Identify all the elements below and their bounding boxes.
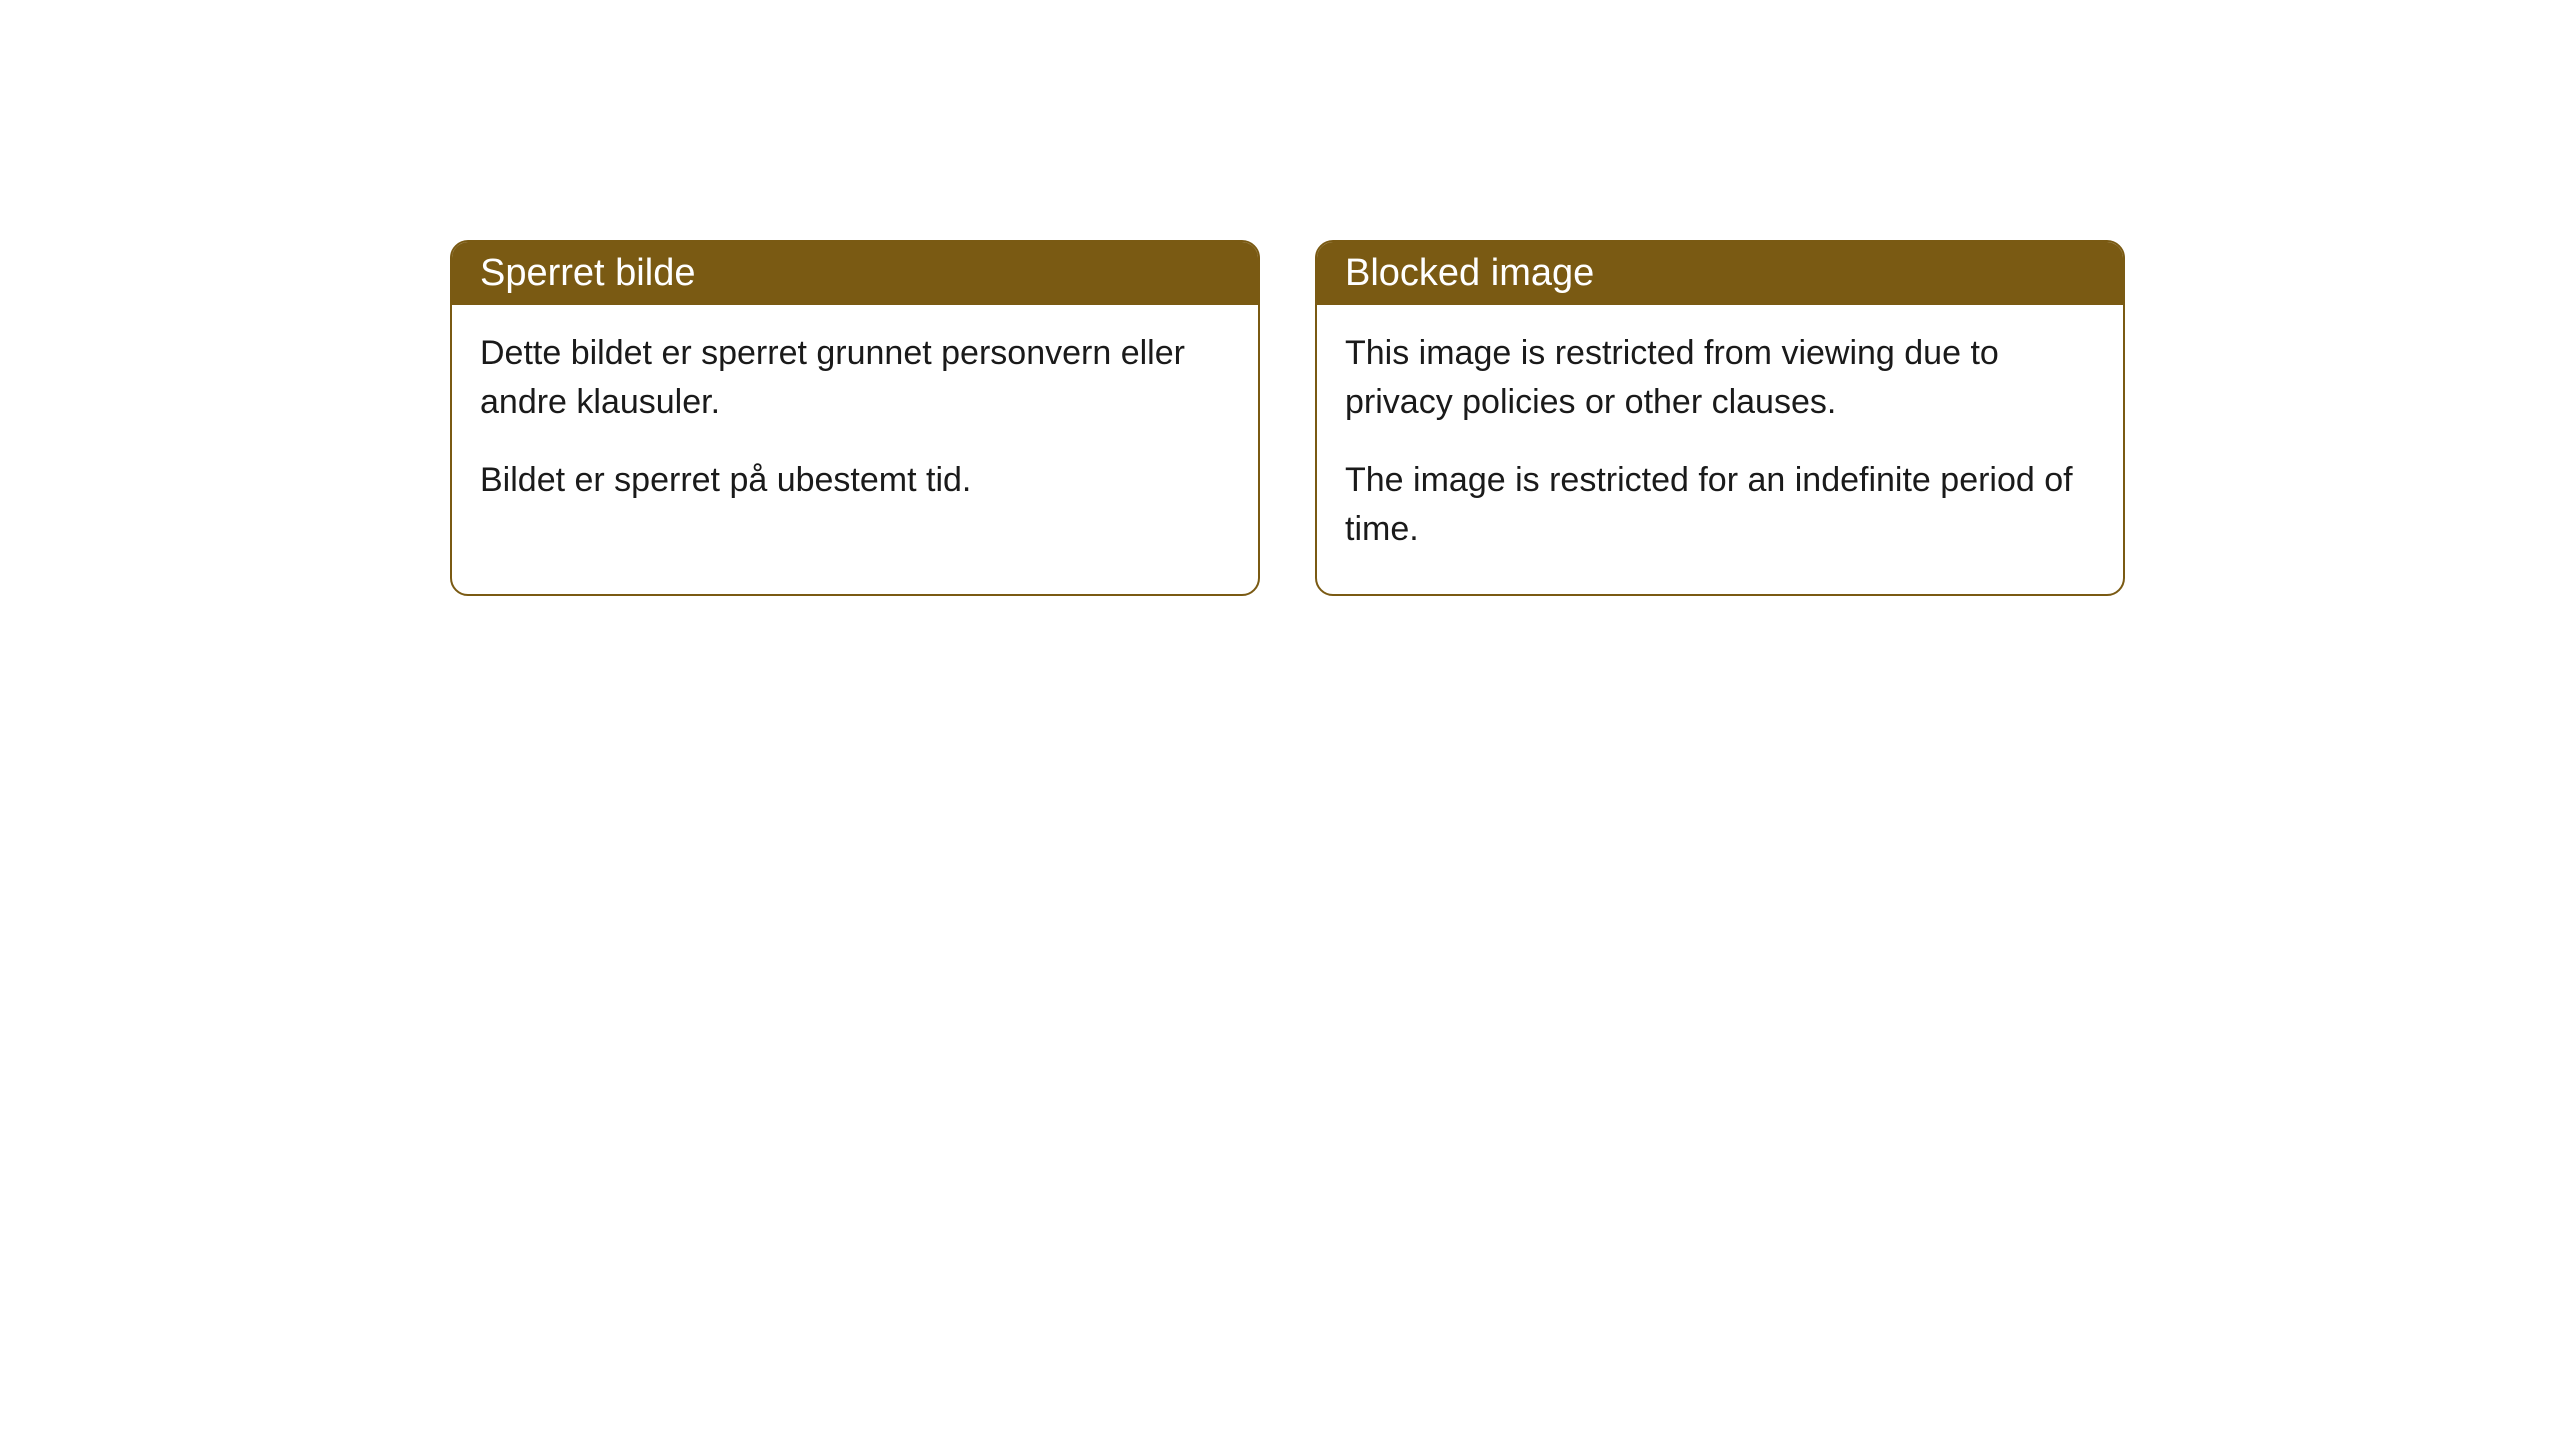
notice-card-norwegian: Sperret bilde Dette bildet er sperret gr… — [450, 240, 1260, 596]
notice-paragraph: The image is restricted for an indefinit… — [1345, 456, 2095, 555]
notice-header-norwegian: Sperret bilde — [452, 242, 1258, 305]
notice-body-english: This image is restricted from viewing du… — [1317, 305, 2123, 594]
notice-paragraph: Bildet er sperret på ubestemt tid. — [480, 456, 1230, 505]
notice-body-norwegian: Dette bildet er sperret grunnet personve… — [452, 305, 1258, 545]
notice-title: Blocked image — [1345, 252, 1594, 294]
notice-cards-container: Sperret bilde Dette bildet er sperret gr… — [450, 240, 2125, 596]
notice-paragraph: This image is restricted from viewing du… — [1345, 329, 2095, 428]
notice-card-english: Blocked image This image is restricted f… — [1315, 240, 2125, 596]
notice-paragraph: Dette bildet er sperret grunnet personve… — [480, 329, 1230, 428]
notice-title: Sperret bilde — [480, 252, 695, 294]
notice-header-english: Blocked image — [1317, 242, 2123, 305]
